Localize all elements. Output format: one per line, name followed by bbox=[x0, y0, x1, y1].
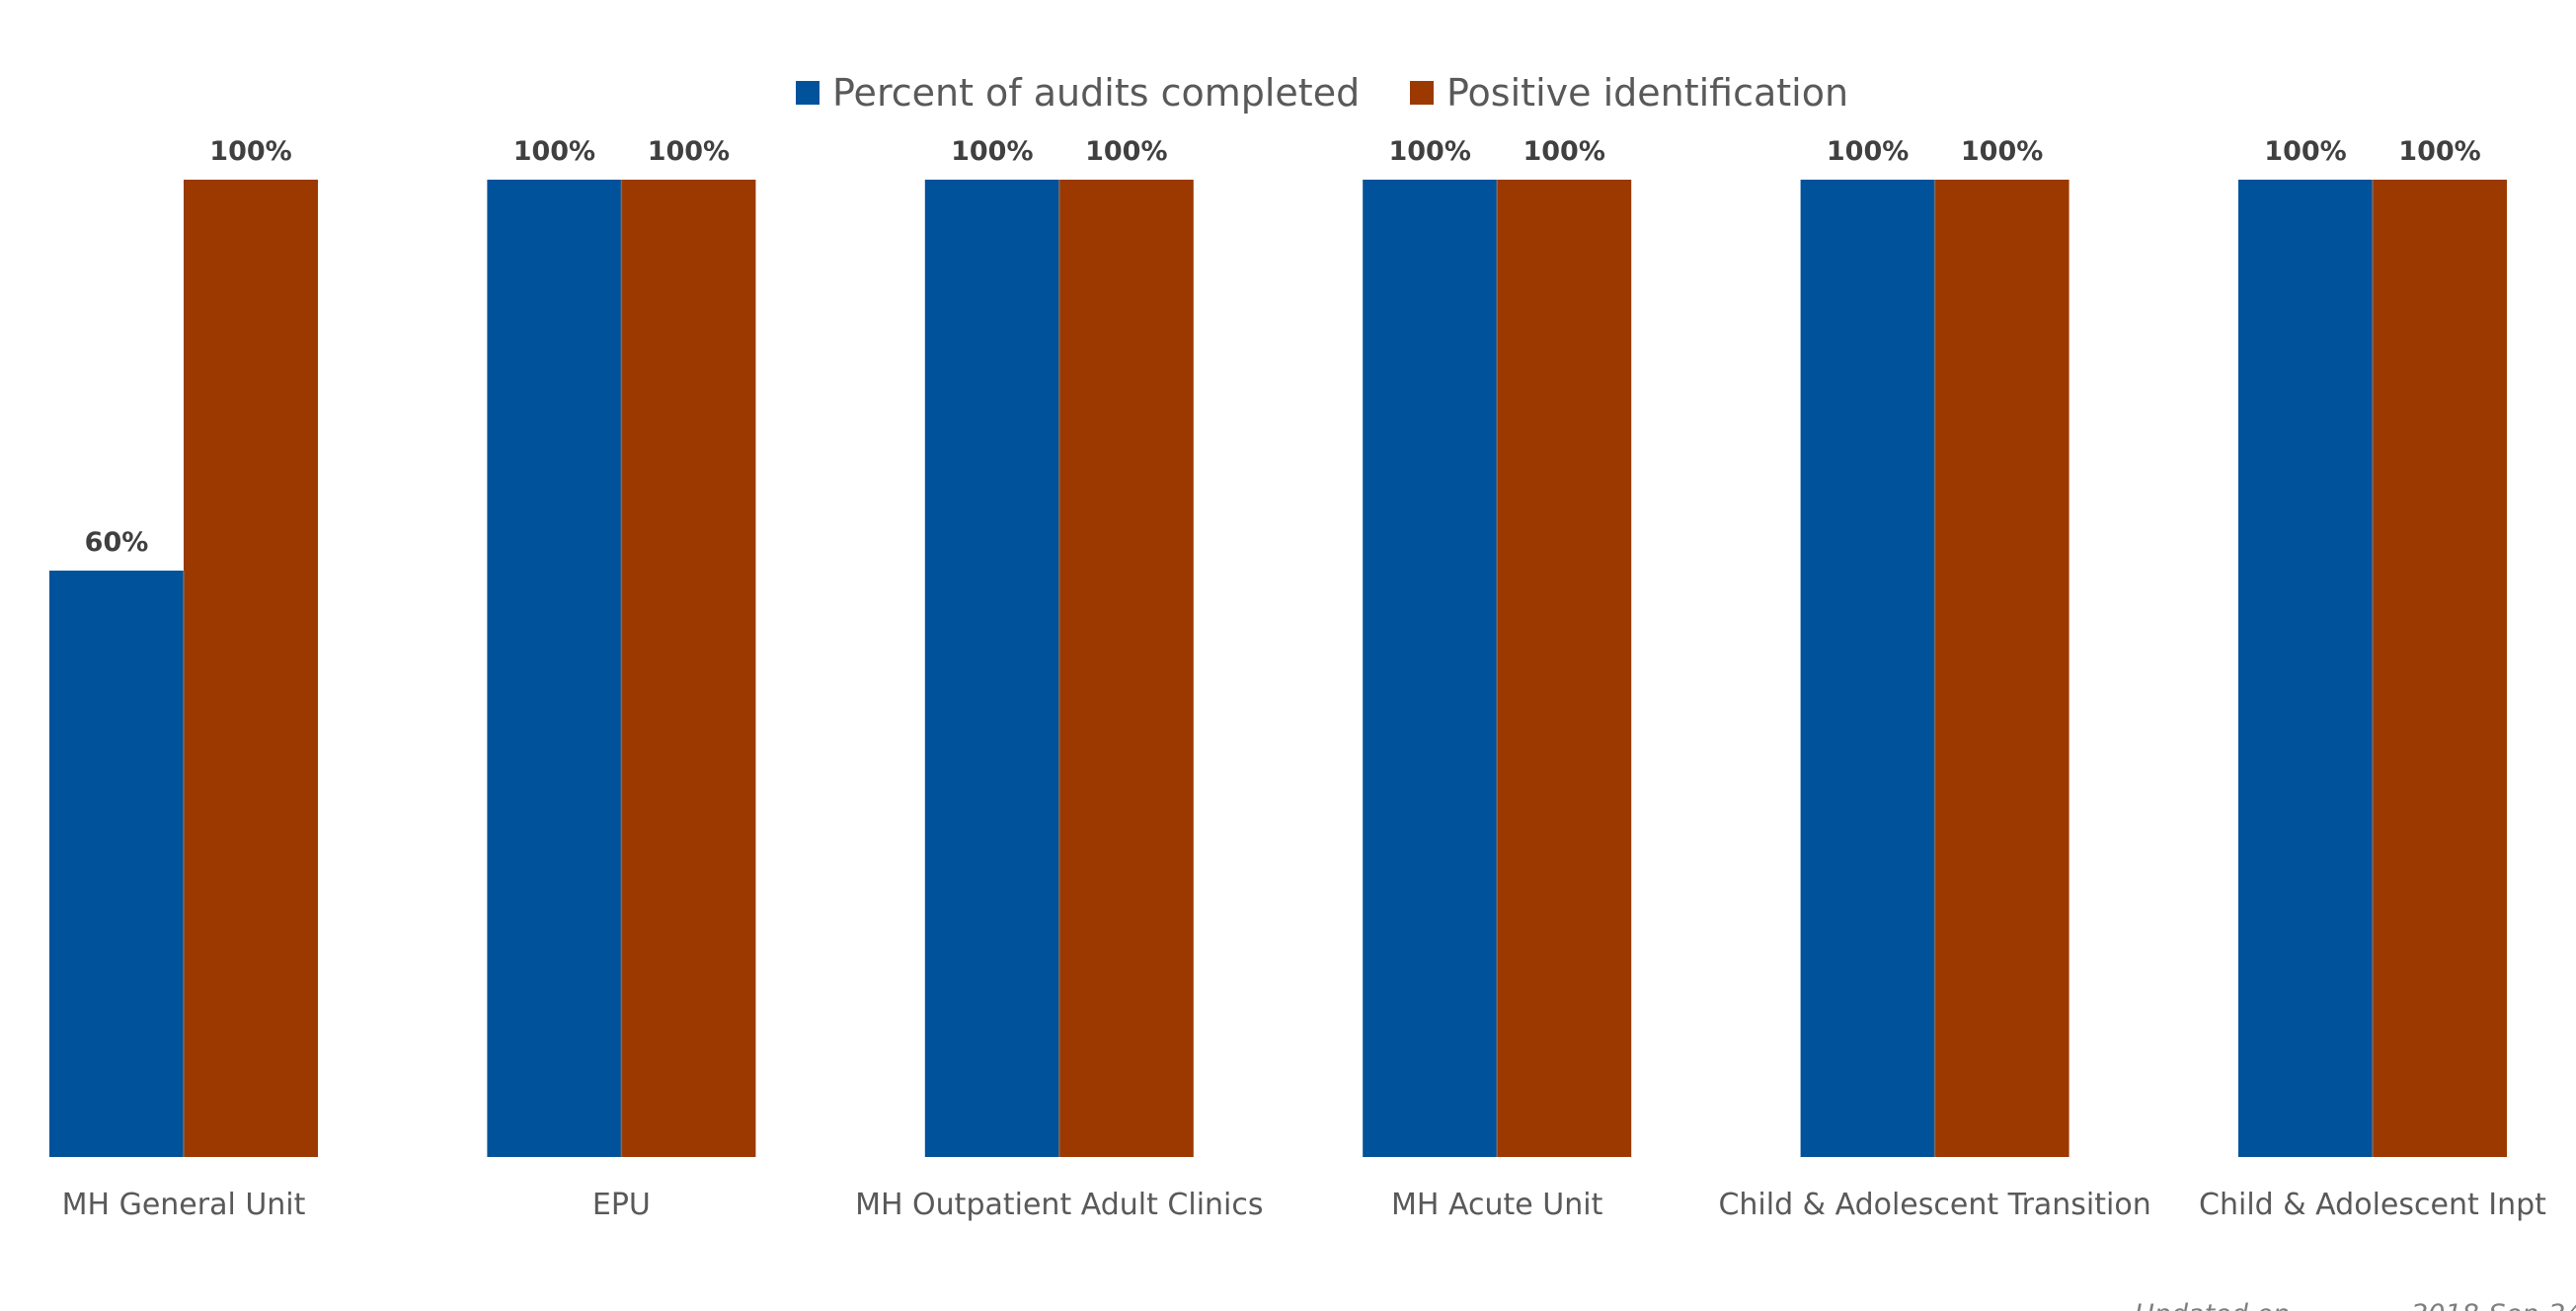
bar-1-2 bbox=[487, 180, 622, 1157]
bar-2-5 bbox=[1934, 180, 2069, 1157]
legend-label-2: Positive identification bbox=[1446, 71, 1848, 115]
legend-swatch-2 bbox=[1410, 81, 1434, 105]
updated-date: 2018-Sep-24 bbox=[2411, 1299, 2576, 1311]
legend-swatch-1 bbox=[796, 81, 820, 105]
bar-2-1 bbox=[184, 180, 318, 1157]
bar-2-3 bbox=[1058, 180, 1194, 1157]
chart-data-labels: 60% 100% 100% 100% 100% 100% 100% 100% 100% 100% 1… bbox=[85, 136, 2481, 558]
bar-1-1 bbox=[49, 571, 184, 1157]
category-label-3: MH Outpatient Adult Clinics bbox=[855, 1188, 1263, 1222]
data-label-1-6: 100% bbox=[2264, 136, 2346, 167]
data-label-2-3: 100% bbox=[1085, 136, 1167, 167]
chart-footer: Updated on 2018-Sep-24 bbox=[2135, 1299, 2576, 1311]
bar-2-4 bbox=[1497, 180, 1632, 1157]
data-label-1-4: 100% bbox=[1388, 136, 1470, 167]
chart-legend: Percent of audits completed Positive iden… bbox=[796, 71, 1848, 115]
category-label-5: Child & Adolescent Transition bbox=[1718, 1188, 2150, 1222]
data-label-1-3: 100% bbox=[951, 136, 1033, 167]
chart-category-labels: MH General Unit EPU MH Outpatient Adult Cl… bbox=[62, 1188, 2547, 1222]
data-label-1-5: 100% bbox=[1827, 136, 1909, 167]
bar-1-3 bbox=[924, 180, 1059, 1157]
bar-1-6 bbox=[2238, 180, 2373, 1157]
data-label-2-6: 100% bbox=[2398, 136, 2480, 167]
data-label-2-5: 100% bbox=[1961, 136, 2043, 167]
bar-1-5 bbox=[1800, 180, 1935, 1157]
data-label-2-4: 100% bbox=[1522, 136, 1604, 167]
category-label-2: EPU bbox=[592, 1188, 651, 1222]
category-label-4: MH Acute Unit bbox=[1391, 1188, 1603, 1222]
updated-label: Updated on bbox=[2135, 1299, 2290, 1311]
data-label-2-1: 100% bbox=[209, 136, 291, 167]
category-label-1: MH General Unit bbox=[62, 1188, 306, 1222]
bar-2-2 bbox=[621, 180, 756, 1157]
data-label-1-2: 100% bbox=[513, 136, 595, 167]
category-label-6: Child & Adolescent Inpt bbox=[2199, 1188, 2546, 1222]
bar-1-4 bbox=[1363, 180, 1498, 1157]
chart-bars bbox=[49, 180, 2507, 1157]
legend-label-1: Percent of audits completed bbox=[832, 71, 1360, 115]
bar-2-6 bbox=[2373, 180, 2507, 1157]
data-label-2-2: 100% bbox=[648, 136, 730, 167]
data-label-1-1: 60% bbox=[85, 527, 149, 558]
